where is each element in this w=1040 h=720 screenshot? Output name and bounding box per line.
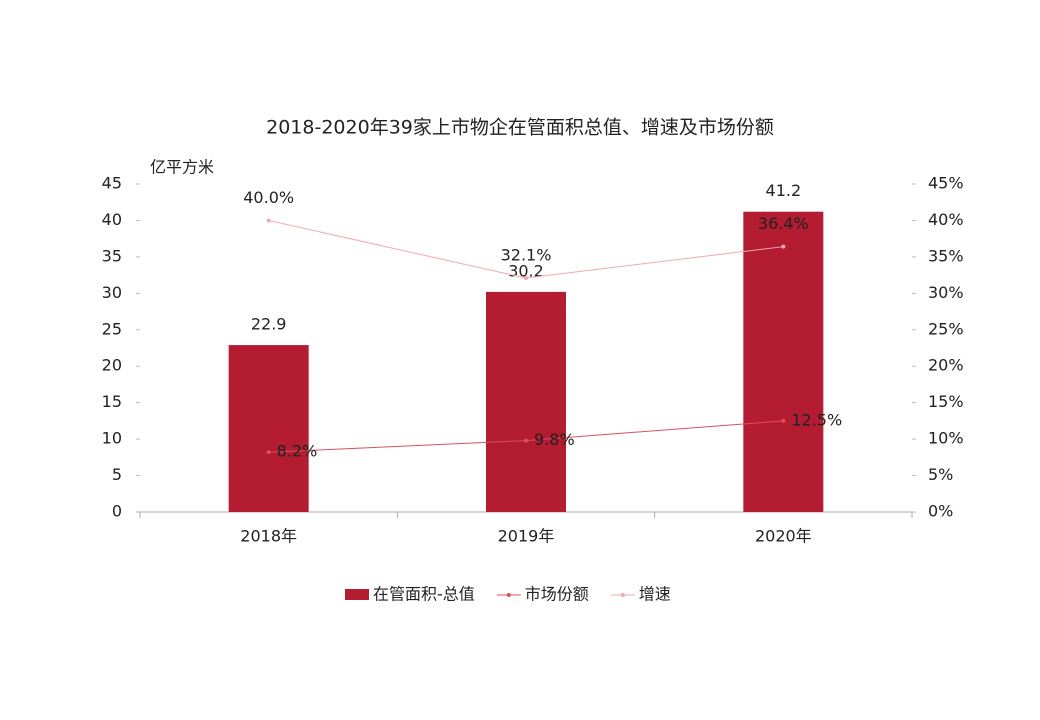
y2-tick-label: 30% [928, 283, 964, 302]
y-tick-label: 10 [102, 429, 122, 448]
bar [228, 345, 309, 512]
y2-tick-label: 20% [928, 356, 964, 375]
line-value-label: 36.4% [758, 214, 809, 233]
line-marker [781, 418, 786, 423]
y-tick-label: 0 [112, 502, 122, 521]
line-marker [266, 450, 271, 455]
y-tick-label: 40 [102, 210, 122, 229]
y2-tick-label: 0% [928, 502, 953, 521]
legend-label: 市场份额 [525, 585, 589, 604]
line-marker [524, 276, 528, 281]
y2-tick-label: 35% [928, 246, 964, 265]
x-tick-label: 2019年 [498, 527, 555, 546]
line-value-label: 9.8% [534, 430, 575, 449]
y-tick-label: 25 [102, 319, 122, 338]
chart-title: 2018-2020年39家上市物企在管面积总值、增速及市场份额 [266, 117, 774, 139]
y-tick-label: 5 [112, 465, 122, 484]
legend-swatch [345, 589, 369, 600]
y-tick-label: 35 [102, 246, 122, 265]
y2-tick-label: 40% [928, 210, 964, 229]
line-value-label: 32.1% [501, 246, 552, 265]
bar [486, 291, 566, 512]
legend-swatch [620, 593, 625, 597]
line-value-label: 40.0% [243, 188, 294, 207]
line-value-label: 8.2% [277, 442, 318, 461]
line-marker [781, 244, 786, 249]
bar-value-label: 41.2 [766, 181, 802, 200]
legend-label: 增速 [639, 585, 671, 604]
legend-label: 在管面积-总值 [373, 585, 475, 604]
y2-tick-label: 10% [928, 429, 964, 448]
y-tick-label: 45 [102, 174, 122, 193]
x-tick-label: 2018年 [240, 527, 297, 546]
y-tick-label: 20 [102, 356, 122, 375]
y2-tick-label: 25% [928, 319, 964, 338]
line-marker [524, 438, 528, 443]
y2-tick-label: 15% [928, 392, 964, 411]
bar [743, 211, 824, 512]
y2-tick-label: 45% [928, 174, 964, 193]
y-axis-label: 亿平方米 [150, 158, 214, 177]
line-value-label: 12.5% [791, 410, 842, 429]
bar-value-label: 22.9 [251, 315, 287, 334]
line-marker [266, 218, 271, 223]
y-tick-label: 30 [102, 283, 122, 302]
legend-swatch [506, 593, 511, 597]
x-tick-label: 2020年 [755, 527, 812, 546]
y-tick-label: 15 [102, 392, 122, 411]
y2-tick-label: 5% [928, 465, 953, 484]
